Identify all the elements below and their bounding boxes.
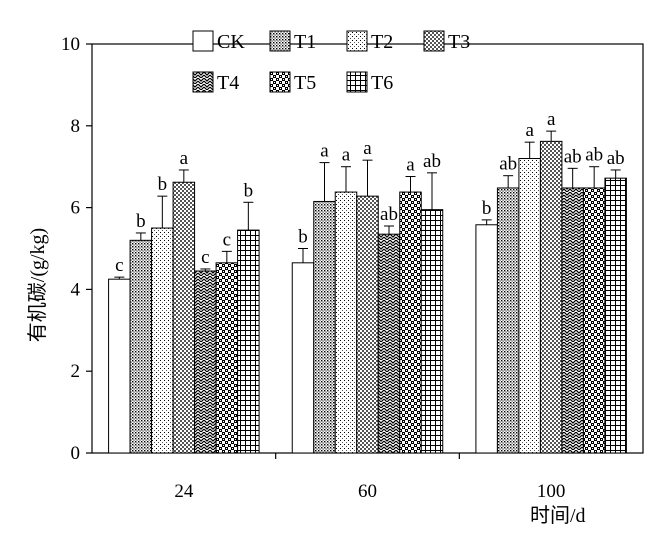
y-tick-label: 6 bbox=[71, 198, 81, 219]
bar-T4-100 bbox=[561, 187, 584, 454]
significance-label: a bbox=[342, 145, 351, 166]
legend-label-T6: T6 bbox=[371, 72, 393, 94]
significance-label: ab bbox=[607, 148, 625, 169]
bar-T2-24 bbox=[151, 227, 174, 454]
bar-T6-24 bbox=[237, 229, 260, 454]
significance-label: b bbox=[298, 227, 308, 248]
legend-label-T1: T1 bbox=[294, 31, 316, 53]
bar-CK-60 bbox=[291, 262, 315, 454]
significance-label: ab bbox=[564, 146, 582, 167]
significance-label: b bbox=[482, 198, 492, 219]
bar-T1-24 bbox=[129, 239, 153, 454]
x-tick-label: 60 bbox=[358, 481, 377, 502]
y-tick-label: 8 bbox=[71, 116, 81, 137]
legend-swatch-T4 bbox=[192, 71, 214, 93]
y-axis-title: 有机碳/(g/kg) bbox=[26, 228, 49, 342]
legend-swatch-T3 bbox=[423, 30, 445, 52]
bar-T5-60 bbox=[399, 191, 422, 454]
significance-label: a bbox=[406, 155, 415, 176]
bar-T1-60 bbox=[313, 200, 336, 454]
legend: CK T1 T2 T3 T4 T5 T6 bbox=[192, 30, 470, 94]
bar-CK-100 bbox=[475, 224, 498, 454]
significance-label: b bbox=[158, 174, 168, 195]
bar-T6-100 bbox=[604, 177, 627, 454]
bar-T5-24 bbox=[215, 262, 239, 454]
significance-label: b bbox=[136, 211, 146, 232]
x-tick-label: 24 bbox=[174, 481, 194, 502]
significance-label: a bbox=[547, 109, 556, 130]
bar-T3-24 bbox=[172, 181, 196, 454]
significance-label: ab bbox=[380, 204, 398, 225]
bar-T6-60 bbox=[420, 209, 444, 454]
x-tick-label: 100 bbox=[537, 481, 566, 502]
legend-swatch-T5 bbox=[269, 71, 291, 93]
significance-label: ab bbox=[499, 154, 517, 175]
legend-label-T5: T5 bbox=[294, 72, 316, 94]
y-tick-label: 4 bbox=[71, 279, 81, 300]
significance-label: a bbox=[525, 120, 534, 141]
bar-T2-100 bbox=[518, 158, 541, 454]
bar-T3-60 bbox=[356, 195, 379, 454]
x-axis-title: 时间/d bbox=[530, 504, 586, 527]
significance-label: a bbox=[320, 141, 329, 162]
significance-label: c bbox=[115, 255, 123, 276]
y-tick-label: 2 bbox=[71, 361, 81, 382]
bar-T2-60 bbox=[334, 191, 358, 454]
bar-T5-100 bbox=[582, 187, 606, 454]
legend-label-T3: T3 bbox=[448, 31, 470, 53]
significance-label: ab bbox=[423, 151, 441, 172]
y-tick-label: 10 bbox=[61, 34, 80, 55]
bar-CK-24 bbox=[108, 278, 131, 454]
significance-label: c bbox=[223, 229, 231, 250]
legend-swatch-T6 bbox=[346, 71, 368, 93]
bar-T3-100 bbox=[539, 140, 563, 454]
bar-T4-60 bbox=[377, 233, 401, 454]
legend-label-T4: T4 bbox=[217, 72, 239, 94]
significance-label: ab bbox=[585, 145, 603, 166]
y-tick-label: 0 bbox=[71, 443, 81, 464]
significance-label: c bbox=[201, 247, 209, 268]
legend-label-T2: T2 bbox=[371, 31, 393, 53]
bar-T4-24 bbox=[194, 270, 217, 454]
legend-swatch-T2 bbox=[346, 30, 368, 52]
significance-label: b bbox=[244, 180, 254, 201]
significance-label: a bbox=[180, 148, 189, 169]
legend-swatch-T1 bbox=[269, 30, 291, 52]
significance-label: a bbox=[363, 138, 372, 159]
bar-T1-100 bbox=[496, 187, 520, 454]
legend-swatch-CK bbox=[192, 30, 214, 52]
legend-label-CK: CK bbox=[217, 31, 245, 53]
